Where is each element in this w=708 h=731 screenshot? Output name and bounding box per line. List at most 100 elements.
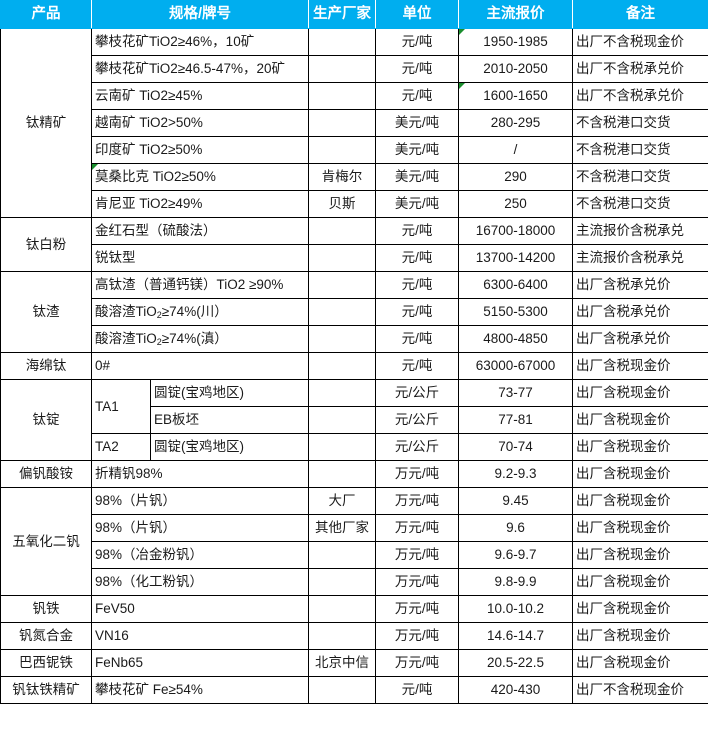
product-group-cell[interactable]: 钛渣 bbox=[0, 271, 92, 353]
manufacturer-cell[interactable] bbox=[308, 244, 376, 272]
price-cell[interactable]: 9.6 bbox=[458, 514, 573, 542]
manufacturer-cell[interactable]: 肯梅尔 bbox=[308, 163, 376, 191]
price-cell[interactable]: 280-295 bbox=[458, 109, 573, 137]
price-cell[interactable]: 10.0-10.2 bbox=[458, 595, 573, 623]
remark-cell[interactable]: 不含税港口交货 bbox=[572, 163, 708, 191]
spec-cell[interactable]: EB板坯 bbox=[150, 406, 309, 434]
remark-cell[interactable]: 出厂含税现金价 bbox=[572, 433, 708, 461]
remark-cell[interactable]: 出厂不含税承兑价 bbox=[572, 82, 708, 110]
spec-cell[interactable]: 圆锭(宝鸡地区) bbox=[150, 433, 309, 461]
unit-cell[interactable]: 元/公斤 bbox=[375, 433, 459, 461]
price-cell[interactable]: 9.45 bbox=[458, 487, 573, 515]
spec-cell[interactable]: 锐钛型 bbox=[91, 244, 309, 272]
unit-cell[interactable]: 万元/吨 bbox=[375, 568, 459, 596]
spec-cell[interactable]: 越南矿 TiO2>50% bbox=[91, 109, 309, 137]
unit-cell[interactable]: 万元/吨 bbox=[375, 595, 459, 623]
product-group-cell[interactable]: 钒钛铁精矿 bbox=[0, 676, 92, 704]
spec-cell[interactable]: 98%（化工粉钒） bbox=[91, 568, 309, 596]
unit-cell[interactable]: 元/吨 bbox=[375, 244, 459, 272]
spec-cell[interactable]: 98%（片钒） bbox=[91, 514, 309, 542]
price-cell[interactable]: 5150-5300 bbox=[458, 298, 573, 326]
manufacturer-cell[interactable] bbox=[308, 325, 376, 353]
price-cell[interactable]: 9.8-9.9 bbox=[458, 568, 573, 596]
remark-cell[interactable]: 出厂含税承兑价 bbox=[572, 325, 708, 353]
unit-cell[interactable]: 元/吨 bbox=[375, 271, 459, 299]
manufacturer-cell[interactable]: 其他厂家 bbox=[308, 514, 376, 542]
remark-cell[interactable]: 出厂含税现金价 bbox=[572, 541, 708, 569]
price-cell[interactable]: 16700-18000 bbox=[458, 217, 573, 245]
spec-cell[interactable]: 高钛渣（普通钙镁）TiO2 ≥90% bbox=[91, 271, 309, 299]
unit-cell[interactable]: 万元/吨 bbox=[375, 622, 459, 650]
grade-cell[interactable]: TA2 bbox=[91, 433, 151, 461]
manufacturer-cell[interactable]: 大厂 bbox=[308, 487, 376, 515]
manufacturer-cell[interactable] bbox=[308, 136, 376, 164]
price-cell[interactable]: / bbox=[458, 136, 573, 164]
remark-cell[interactable]: 出厂含税现金价 bbox=[572, 568, 708, 596]
spec-cell[interactable]: 圆锭(宝鸡地区) bbox=[150, 379, 309, 407]
spec-cell[interactable]: 攀枝花矿TiO2≥46%，10矿 bbox=[91, 28, 309, 56]
manufacturer-cell[interactable] bbox=[308, 622, 376, 650]
unit-cell[interactable]: 美元/吨 bbox=[375, 109, 459, 137]
unit-cell[interactable]: 元/吨 bbox=[375, 82, 459, 110]
remark-cell[interactable]: 不含税港口交货 bbox=[572, 136, 708, 164]
manufacturer-cell[interactable] bbox=[308, 82, 376, 110]
manufacturer-cell[interactable] bbox=[308, 217, 376, 245]
price-cell[interactable]: 2010-2050 bbox=[458, 55, 573, 83]
unit-cell[interactable]: 元/吨 bbox=[375, 55, 459, 83]
spec-cell[interactable]: 攀枝花矿 Fe≥54% bbox=[91, 676, 309, 704]
manufacturer-cell[interactable] bbox=[308, 676, 376, 704]
unit-cell[interactable]: 元/吨 bbox=[375, 28, 459, 56]
manufacturer-cell[interactable] bbox=[308, 541, 376, 569]
spec-cell[interactable]: FeV50 bbox=[91, 595, 309, 623]
product-group-cell[interactable]: 钛锭 bbox=[0, 379, 92, 461]
manufacturer-cell[interactable]: 贝斯 bbox=[308, 190, 376, 218]
manufacturer-cell[interactable] bbox=[308, 595, 376, 623]
unit-cell[interactable]: 万元/吨 bbox=[375, 514, 459, 542]
manufacturer-cell[interactable]: 北京中信 bbox=[308, 649, 376, 677]
price-cell[interactable]: 70-74 bbox=[458, 433, 573, 461]
product-group-cell[interactable]: 钛白粉 bbox=[0, 217, 92, 272]
remark-cell[interactable]: 出厂含税现金价 bbox=[572, 379, 708, 407]
column-header-spec[interactable]: 规格/牌号 bbox=[91, 0, 309, 29]
unit-cell[interactable]: 元/公斤 bbox=[375, 406, 459, 434]
spec-cell[interactable]: 云南矿 TiO2≥45% bbox=[91, 82, 309, 110]
price-cell[interactable]: 13700-14200 bbox=[458, 244, 573, 272]
remark-cell[interactable]: 不含税港口交货 bbox=[572, 190, 708, 218]
remark-cell[interactable]: 不含税港口交货 bbox=[572, 109, 708, 137]
unit-cell[interactable]: 万元/吨 bbox=[375, 541, 459, 569]
manufacturer-cell[interactable] bbox=[308, 460, 376, 488]
price-cell[interactable]: 420-430 bbox=[458, 676, 573, 704]
spec-cell[interactable]: 肯尼亚 TiO2≥49% bbox=[91, 190, 309, 218]
remark-cell[interactable]: 出厂含税现金价 bbox=[572, 622, 708, 650]
remark-cell[interactable]: 主流报价含税承兑 bbox=[572, 244, 708, 272]
spec-cell[interactable]: 酸溶渣TiO2≥74%(川） bbox=[91, 298, 309, 326]
remark-cell[interactable]: 出厂含税现金价 bbox=[572, 649, 708, 677]
manufacturer-cell[interactable] bbox=[308, 109, 376, 137]
unit-cell[interactable]: 元/吨 bbox=[375, 217, 459, 245]
manufacturer-cell[interactable] bbox=[308, 28, 376, 56]
spec-cell[interactable]: 折精钒98% bbox=[91, 460, 309, 488]
remark-cell[interactable]: 出厂含税现金价 bbox=[572, 406, 708, 434]
unit-cell[interactable]: 元/吨 bbox=[375, 352, 459, 380]
product-group-cell[interactable]: 钒铁 bbox=[0, 595, 92, 623]
price-cell[interactable]: 20.5-22.5 bbox=[458, 649, 573, 677]
unit-cell[interactable]: 万元/吨 bbox=[375, 487, 459, 515]
column-header-remark[interactable]: 备注 bbox=[572, 0, 708, 29]
price-cell[interactable]: 4800-4850 bbox=[458, 325, 573, 353]
product-group-cell[interactable]: 巴西铌铁 bbox=[0, 649, 92, 677]
product-group-cell[interactable]: 钛精矿 bbox=[0, 28, 92, 218]
column-header-manufacturer[interactable]: 生产厂家 bbox=[308, 0, 376, 29]
remark-cell[interactable]: 出厂含税承兑价 bbox=[572, 298, 708, 326]
manufacturer-cell[interactable] bbox=[308, 298, 376, 326]
column-header-unit[interactable]: 单位 bbox=[375, 0, 459, 29]
remark-cell[interactable]: 出厂含税现金价 bbox=[572, 352, 708, 380]
unit-cell[interactable]: 元/公斤 bbox=[375, 379, 459, 407]
unit-cell[interactable]: 万元/吨 bbox=[375, 460, 459, 488]
unit-cell[interactable]: 万元/吨 bbox=[375, 649, 459, 677]
price-cell[interactable]: 77-81 bbox=[458, 406, 573, 434]
remark-cell[interactable]: 出厂含税现金价 bbox=[572, 487, 708, 515]
unit-cell[interactable]: 美元/吨 bbox=[375, 136, 459, 164]
unit-cell[interactable]: 美元/吨 bbox=[375, 190, 459, 218]
spec-cell[interactable]: 攀枝花矿TiO2≥46.5-47%，20矿 bbox=[91, 55, 309, 83]
remark-cell[interactable]: 出厂不含税现金价 bbox=[572, 28, 708, 56]
